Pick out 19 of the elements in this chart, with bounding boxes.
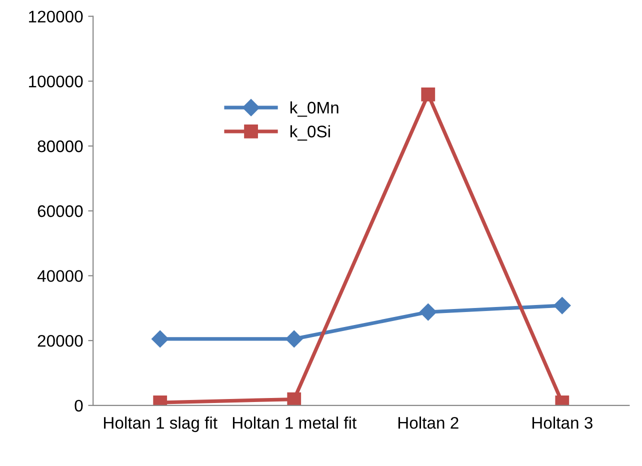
y-tick-label: 60000 — [38, 205, 83, 218]
point — [286, 330, 303, 348]
x-tick-label: Holtan 1 slag fit — [104, 416, 218, 432]
point — [287, 392, 302, 406]
y-tick-label: 120000 — [29, 10, 83, 23]
x-tick-label: Holtan 2 — [398, 416, 458, 429]
point — [421, 88, 436, 102]
x-tick-label: Holtan 3 — [532, 416, 592, 429]
legend-label: k_0Mn — [290, 101, 338, 117]
legend-label: k_0Si — [290, 125, 330, 141]
y-tick-label: 100000 — [29, 76, 83, 88]
y-tick-label: 80000 — [38, 140, 83, 152]
y-tick-label: 20000 — [38, 334, 83, 347]
point — [420, 303, 437, 321]
x-tick-label: Holtan 1 metal fit — [232, 416, 357, 429]
y-tick-label: 0 — [74, 400, 83, 412]
point — [554, 296, 571, 314]
point — [152, 330, 169, 348]
y-tick-label: 40000 — [37, 270, 83, 282]
